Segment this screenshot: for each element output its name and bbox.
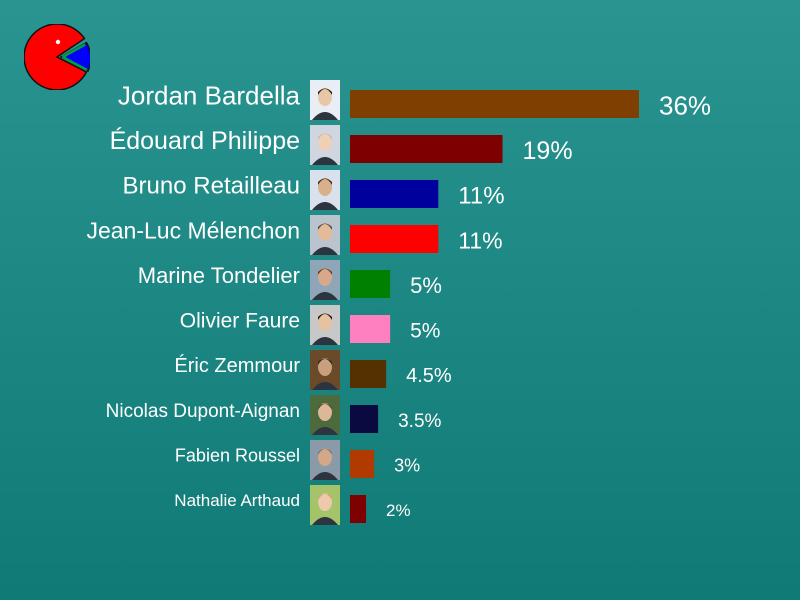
value-label: 5%: [410, 320, 440, 343]
bar: [350, 315, 391, 343]
bar: [350, 180, 439, 208]
person-portrait-icon: [310, 485, 340, 525]
bar: [350, 135, 503, 163]
bar: [350, 225, 439, 253]
category-label: Jean-Luc Mélenchon: [86, 217, 300, 243]
value-label: 11%: [458, 183, 504, 210]
category-label: Olivier Faure: [180, 310, 300, 333]
person-portrait-icon: [310, 80, 340, 120]
value-label: 5%: [410, 273, 442, 298]
bar: [350, 360, 387, 388]
chart-row: Édouard Philippe 19%: [110, 125, 573, 165]
pie-chart-logo-icon: [24, 24, 90, 90]
category-label: Édouard Philippe: [110, 126, 300, 155]
person-portrait-icon: [310, 170, 340, 210]
category-label: Nathalie Arthaud: [174, 491, 300, 510]
category-label: Marine Tondelier: [138, 263, 300, 288]
person-portrait-icon: [310, 260, 340, 300]
category-label: Fabien Roussel: [175, 445, 300, 465]
bar: [350, 450, 375, 478]
chart-row: Fabien Roussel 3%: [175, 440, 420, 480]
chart-row: Jean-Luc Mélenchon 11%: [86, 215, 503, 255]
person-portrait-icon: [310, 440, 340, 480]
chart-row: Nicolas Dupont-Aignan 3.5%: [106, 395, 442, 435]
person-portrait-icon: [310, 305, 340, 345]
bar: [350, 90, 639, 118]
category-label: Éric Zemmour: [174, 354, 300, 377]
value-label: 36%: [659, 90, 711, 120]
value-label: 3%: [394, 455, 420, 475]
chart-row: Éric Zemmour 4.5%: [174, 350, 452, 390]
chart-row: Jordan Bardella 36%: [118, 80, 711, 120]
bar: [350, 270, 391, 298]
chart-row: Bruno Retailleau 11%: [123, 170, 505, 210]
value-label: 19%: [523, 137, 573, 165]
bar: [350, 495, 367, 523]
category-label: Bruno Retailleau: [123, 173, 300, 200]
value-label: 2%: [386, 501, 411, 520]
bar: [350, 405, 379, 433]
value-label: 3.5%: [398, 411, 441, 432]
person-portrait-icon: [310, 125, 340, 165]
chart-row: Nathalie Arthaud 2%: [174, 485, 411, 525]
category-label: Nicolas Dupont-Aignan: [106, 401, 300, 422]
value-label: 4.5%: [406, 365, 452, 387]
category-label: Jordan Bardella: [118, 80, 301, 110]
chart-row: Marine Tondelier 5%: [138, 260, 442, 300]
value-label: 11%: [458, 227, 502, 253]
person-portrait-icon: [310, 350, 340, 390]
chart-row: Olivier Faure 5%: [180, 305, 440, 345]
person-portrait-icon: [310, 395, 340, 435]
person-portrait-icon: [310, 215, 340, 255]
